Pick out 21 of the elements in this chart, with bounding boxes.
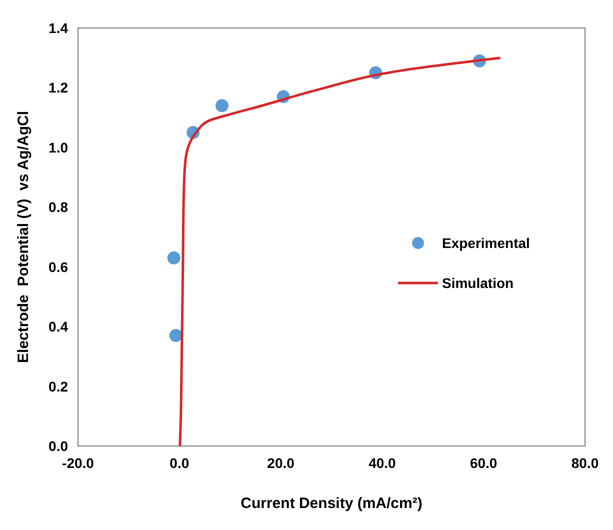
x-tick-label: 80.0	[571, 455, 599, 471]
y-tick-label: 0.8	[48, 199, 68, 216]
legend-label: Simulation	[442, 275, 514, 291]
y-tick-label: 0.6	[48, 258, 68, 275]
x-tick-label: 20.0	[267, 455, 295, 471]
y-tick-label: 1.0	[48, 139, 68, 156]
y-axis-title: Electrode Potential (V) vs Ag/AgCl	[15, 111, 32, 363]
x-tick-label: 60.0	[470, 455, 498, 471]
legend-label: Experimental	[442, 235, 530, 251]
y-tick-label: 1.2	[48, 80, 68, 96]
x-tick-label: 40.0	[368, 455, 396, 471]
x-tick-label: -20.0	[62, 455, 94, 471]
point	[167, 251, 180, 264]
y-tick-label: 0.4	[48, 318, 68, 335]
point	[169, 329, 182, 342]
point	[215, 99, 228, 112]
y-tick-label: 0.2	[48, 378, 68, 394]
x-tick-label: 0.0	[170, 455, 190, 471]
y-tick-label: 1.4	[48, 20, 68, 36]
y-tick-label: 0.0	[48, 438, 68, 454]
x-axis-title: Current Density (mA/cm²)	[240, 495, 422, 512]
